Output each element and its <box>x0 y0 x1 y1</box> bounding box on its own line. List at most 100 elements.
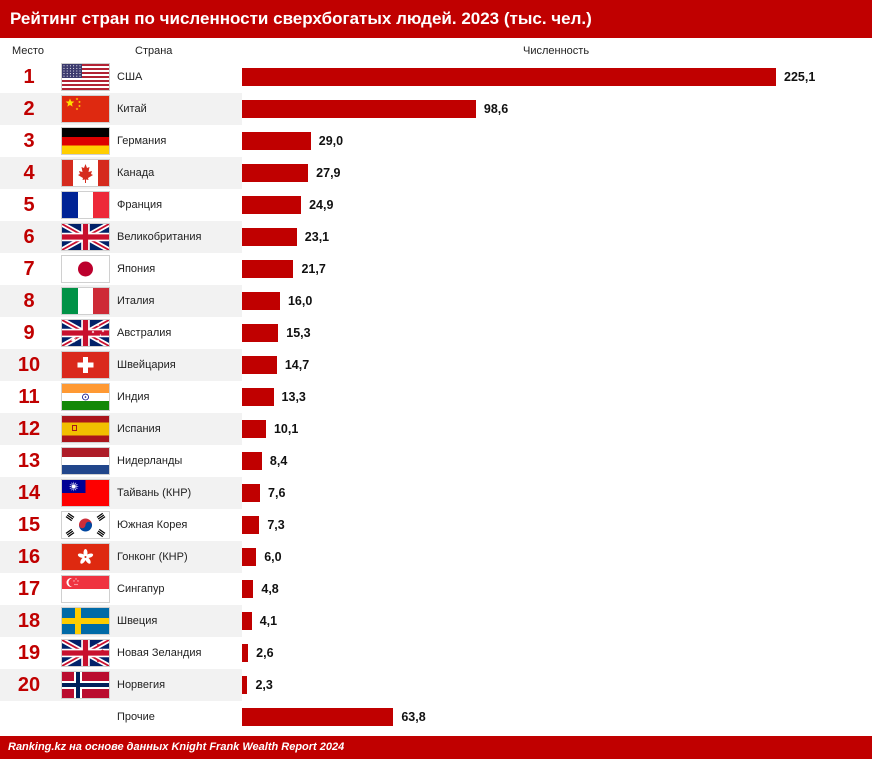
country-label: Прочие <box>117 711 155 723</box>
value-label: 2,6 <box>256 646 274 660</box>
rank-number: 5 <box>23 194 35 216</box>
bar-track: 24,9 <box>242 189 872 221</box>
country-label: Индия <box>117 391 150 403</box>
country-label: Италия <box>117 295 155 307</box>
bar-track: 63,8 <box>242 701 872 733</box>
bar <box>242 356 277 374</box>
bar-track: 21,7 <box>242 253 872 285</box>
value-label: 63,8 <box>401 710 426 724</box>
country-label: Южная Корея <box>117 519 188 531</box>
bar <box>242 292 280 310</box>
bar <box>242 484 261 502</box>
bar <box>242 548 257 566</box>
bar-track: 13,3 <box>242 381 872 413</box>
bar-track: 10,1 <box>242 413 872 445</box>
table-row: 13 Нидерланды 8,4 <box>0 445 872 477</box>
bar <box>242 196 302 214</box>
bar <box>242 452 262 470</box>
value-label: 7,3 <box>267 518 285 532</box>
rank-number: 8 <box>23 290 35 312</box>
bar <box>242 612 252 630</box>
table-row: 12 Испания 10,1 <box>0 413 872 445</box>
rank-number: 6 <box>23 226 35 248</box>
country-label: Франция <box>117 199 163 211</box>
rank-number: 7 <box>23 258 35 280</box>
table-row: 16 Гонконг (КНР) 6,0 <box>0 541 872 573</box>
table-row: 18 Швеция 4,1 <box>0 605 872 637</box>
italy-flag-icon <box>62 288 109 314</box>
rank-number: 13 <box>17 450 41 472</box>
bar <box>242 708 394 726</box>
value-label: 21,7 <box>301 262 326 276</box>
table-row: 6 Великобритания 23,1 <box>0 221 872 253</box>
bar-track: 7,3 <box>242 509 872 541</box>
country-label: Норвегия <box>117 679 166 691</box>
value-label: 8,4 <box>269 454 288 468</box>
bar <box>242 324 279 342</box>
country-label: Великобритания <box>117 231 202 243</box>
rank-number: 20 <box>17 674 41 696</box>
value-label: 98,6 <box>483 102 509 116</box>
taiwan-flag-icon <box>62 480 109 506</box>
table-row: 1 США 225,1 <box>0 61 872 93</box>
canada-flag-icon <box>62 160 109 186</box>
value-label: 16,0 <box>287 294 313 308</box>
bar-track: 2,3 <box>242 669 872 701</box>
bar-track: 4,1 <box>242 605 872 637</box>
rank-number: 9 <box>23 322 35 344</box>
country-label: Китай <box>117 103 147 115</box>
table-row: 3 Германия 29,0 <box>0 125 872 157</box>
bar <box>242 420 266 438</box>
bar <box>242 676 248 694</box>
value-label: 10,1 <box>273 422 299 436</box>
france-flag-icon <box>62 192 109 218</box>
south-korea-flag-icon <box>62 512 109 538</box>
country-label: Канада <box>117 167 155 179</box>
value-label: 2,3 <box>255 678 273 692</box>
value-label: 4,8 <box>261 582 279 596</box>
value-label: 4,1 <box>259 614 278 628</box>
bar-track: 4,8 <box>242 573 872 605</box>
bar <box>242 644 249 662</box>
rank-number: 18 <box>17 610 41 632</box>
country-label: Швейцария <box>117 359 176 371</box>
rank-number: 16 <box>17 546 41 568</box>
bar <box>242 132 311 150</box>
country-label: Тайвань (КНР) <box>117 487 192 499</box>
table-row: 8 Италия 16,0 <box>0 285 872 317</box>
rank-number: 1 <box>23 66 35 88</box>
table-row: 19 Новая Зеландия 2,6 <box>0 637 872 669</box>
bar-track: 7,6 <box>242 477 872 509</box>
rank-number: 15 <box>17 514 41 536</box>
rank-number: 19 <box>17 642 41 664</box>
table-row: 14 Тайвань (КНР) 7,6 <box>0 477 872 509</box>
rank-column-header: Место <box>12 45 44 57</box>
bar-track: 2,6 <box>242 637 872 669</box>
rank-number: 4 <box>23 162 35 184</box>
country-label: Новая Зеландия <box>117 647 202 659</box>
value-label: 15,3 <box>286 326 311 340</box>
uk-flag-icon <box>62 224 109 250</box>
value-label: 27,9 <box>316 166 341 180</box>
table-row: 20 Норвегия 2,3 <box>0 669 872 701</box>
rank-number: 3 <box>23 130 35 152</box>
bar <box>242 68 776 86</box>
bar-track: 98,6 <box>242 93 872 125</box>
country-label: Германия <box>117 135 167 147</box>
india-flag-icon <box>62 384 109 410</box>
bar <box>242 388 274 406</box>
country-label: Япония <box>117 263 156 275</box>
value-label: 7,6 <box>268 486 286 500</box>
bar-track: 16,0 <box>242 285 872 317</box>
spain-flag-icon <box>62 416 109 442</box>
country-label: Гонконг (КНР) <box>117 551 188 563</box>
table-row: 4 Канада 27,9 <box>0 157 872 189</box>
value-label: 23,1 <box>304 230 330 244</box>
rank-number: 17 <box>17 578 41 600</box>
table-row: 10 Швейцария 14,7 <box>0 349 872 381</box>
bar <box>242 580 254 598</box>
bar-track: 8,4 <box>242 445 872 477</box>
rank-number: 14 <box>17 482 41 504</box>
table-row: 7 Япония 21,7 <box>0 253 872 285</box>
country-label: Швеция <box>117 615 158 627</box>
